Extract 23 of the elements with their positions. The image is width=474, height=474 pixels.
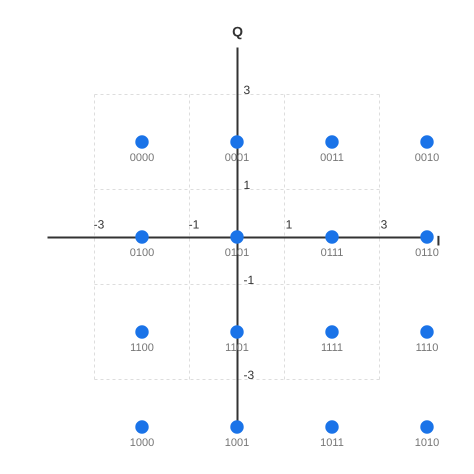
- annotation: 1100: [130, 342, 154, 354]
- y-tick-label: 3: [244, 83, 250, 97]
- annotation: 1001: [224, 437, 250, 449]
- x-tick-label: -3: [94, 218, 105, 232]
- annotation: 0100: [130, 247, 154, 259]
- annotation: 1010: [414, 437, 440, 449]
- x-tick-label: -1: [188, 218, 200, 232]
- annotation: 0011: [320, 152, 344, 164]
- y-axis-title: Q: [232, 24, 244, 40]
- x-axis-title: I: [436, 232, 440, 248]
- annotation: 0111: [320, 247, 344, 259]
- annotation: 1000: [130, 437, 154, 449]
- annotation: 0010: [414, 152, 440, 164]
- annotation: 1011: [320, 437, 344, 449]
- x-tick-label: 3: [380, 218, 388, 232]
- x-tick-label: 1: [286, 218, 293, 232]
- y-tick-label: 1: [244, 178, 250, 192]
- y-tick-label: -1: [244, 273, 254, 287]
- annotation: 1111: [320, 342, 344, 354]
- annotation: 0110: [415, 247, 439, 259]
- annotation: 0000: [130, 152, 154, 164]
- y-tick-label: -3: [244, 368, 254, 382]
- annotation: 1110: [416, 342, 438, 354]
